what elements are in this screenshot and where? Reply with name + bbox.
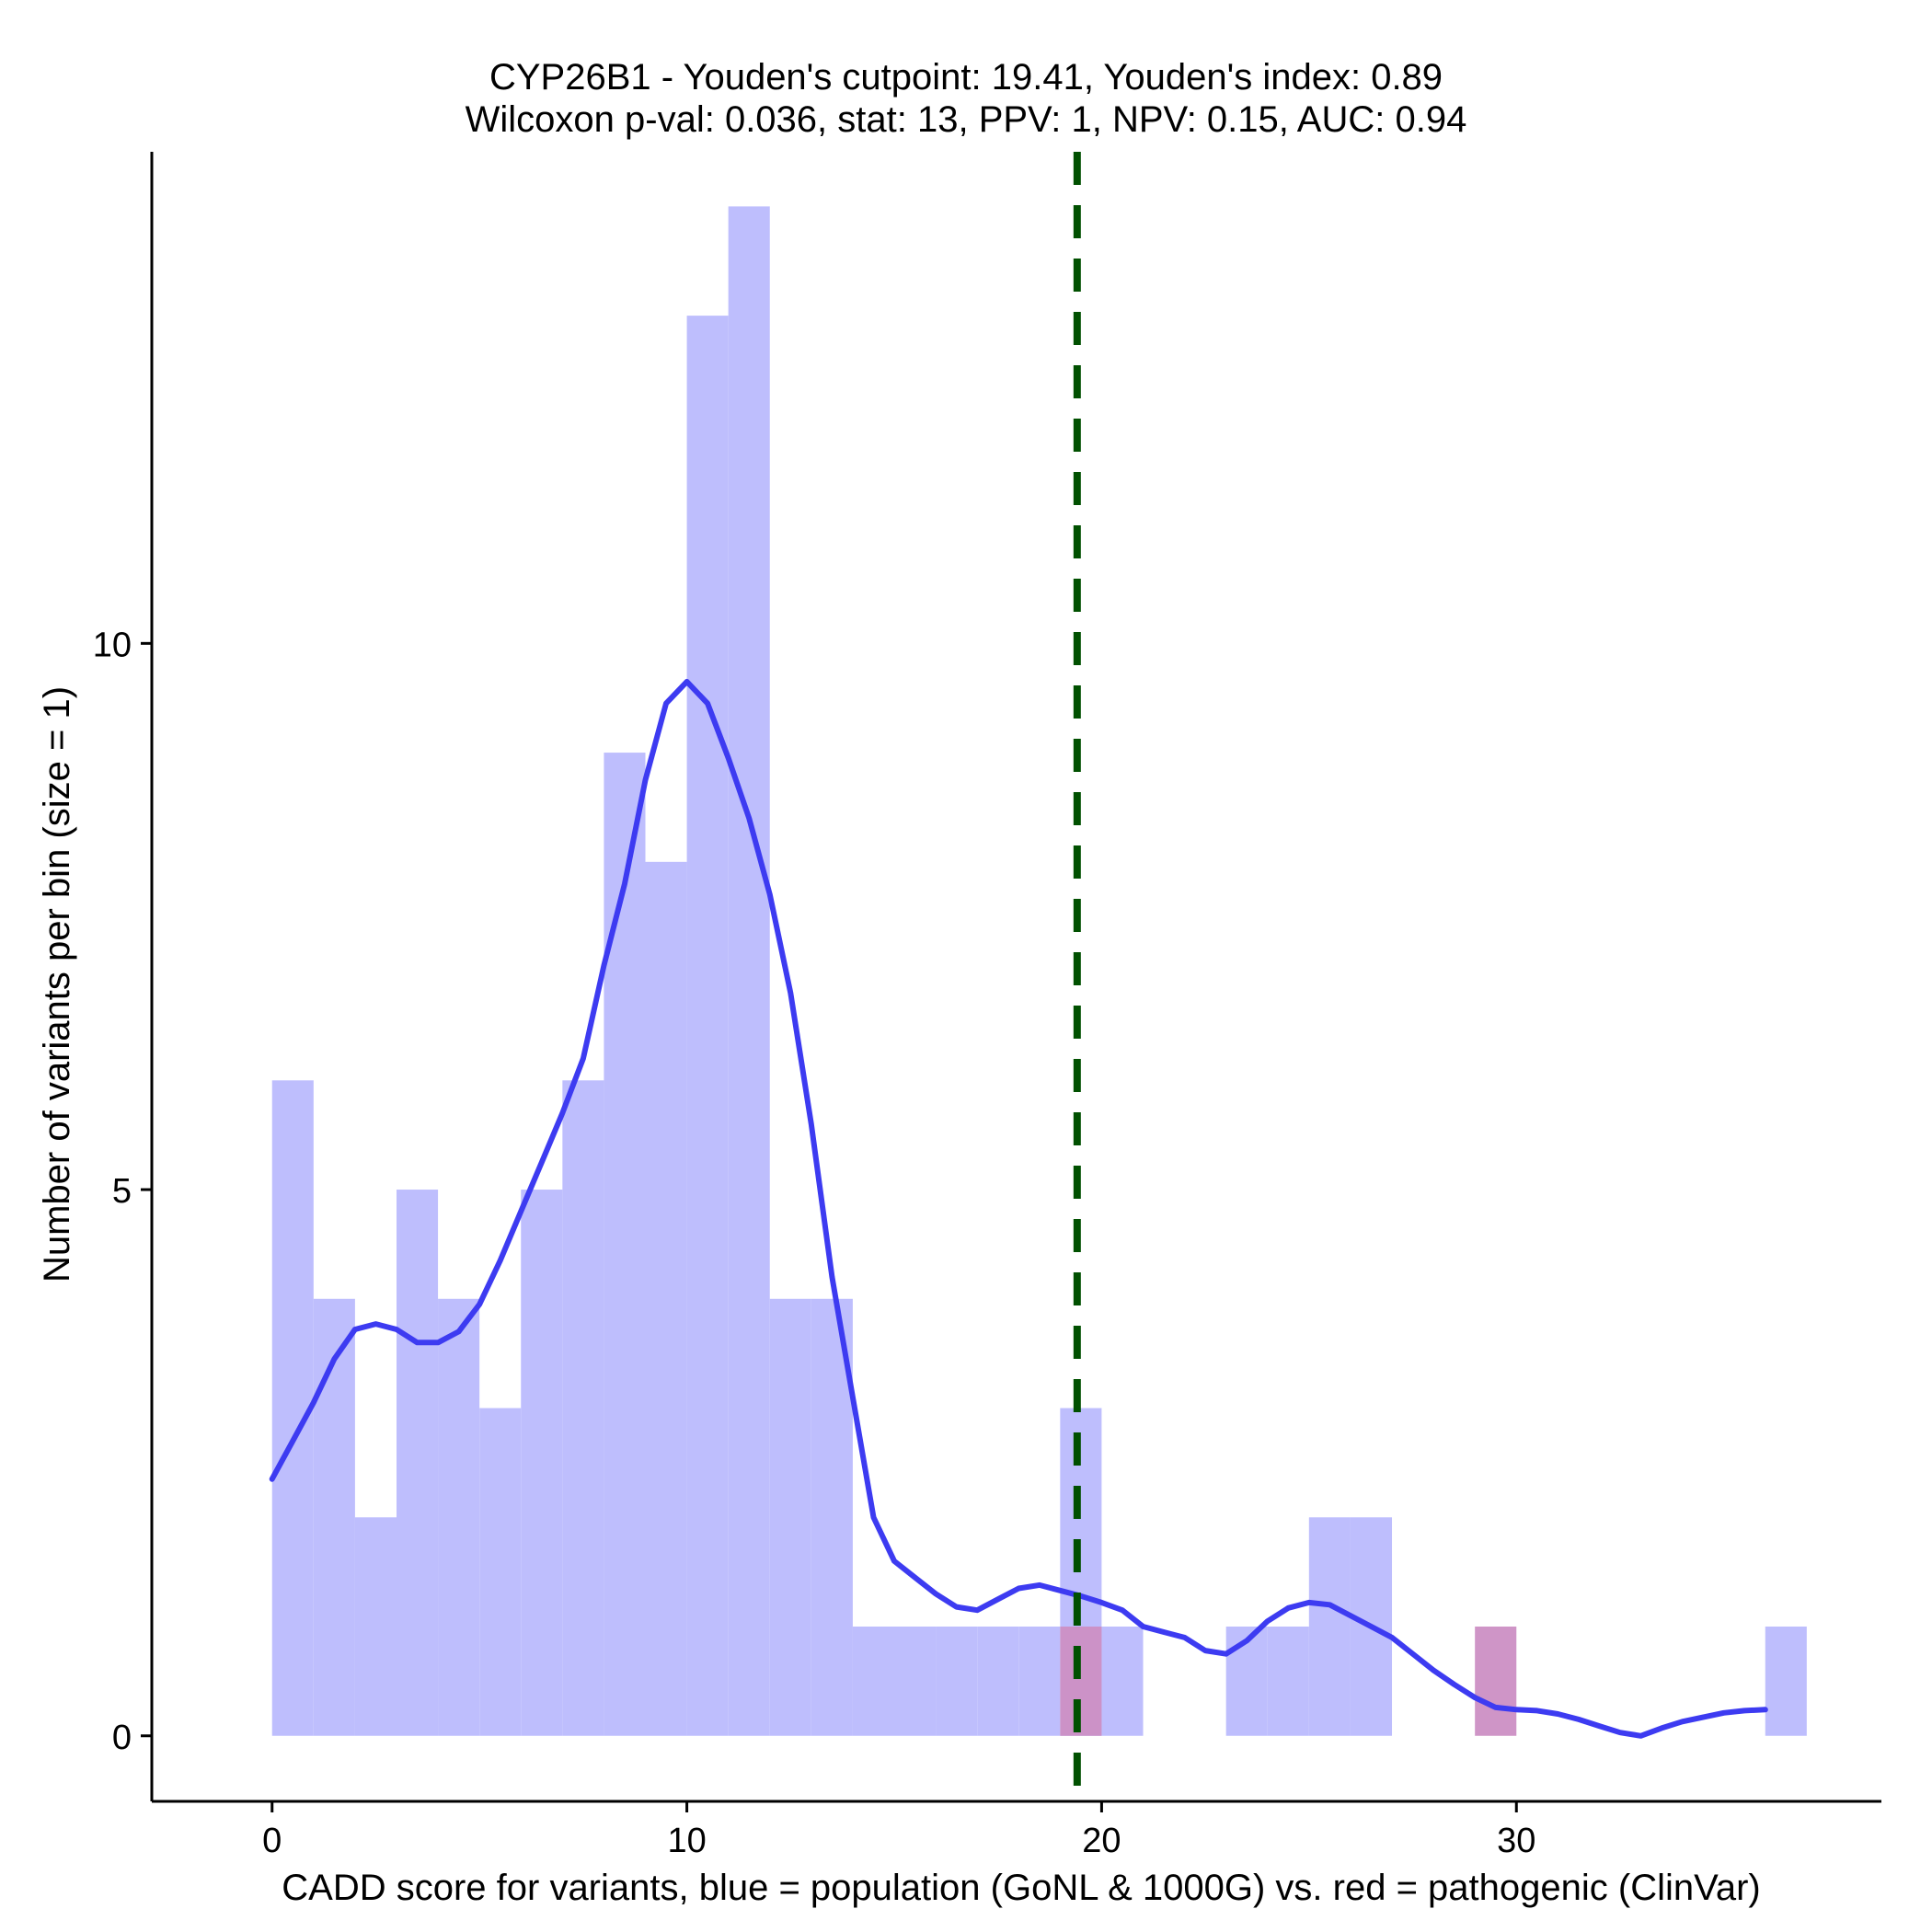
population-bar-23 — [1225, 1627, 1268, 1736]
pathogenic-bar-19 — [1060, 1627, 1102, 1736]
pathogenic-bar-29 — [1475, 1627, 1517, 1736]
population-bar-25 — [1308, 1517, 1351, 1736]
population-bar-14 — [852, 1627, 895, 1736]
density-curve — [269, 678, 1768, 1739]
population-bar-24 — [1267, 1627, 1309, 1736]
population-bar-6 — [521, 1190, 563, 1736]
population-bar-1 — [313, 1298, 355, 1736]
population-bar-12 — [769, 1298, 811, 1736]
chart-title-line-2: Wilcoxon p-val: 0.036, stat: 13, PPV: 1,… — [465, 99, 1467, 140]
x-tick-label-10: 10 — [667, 1822, 706, 1860]
population-bar-18 — [1018, 1627, 1061, 1736]
population-bar-0 — [271, 1080, 314, 1736]
axes: 0 10 20 30 0 5 10 — [93, 152, 1881, 1860]
x-axis-label: CADD score for variants, blue = populati… — [282, 1868, 1760, 1908]
population-bar-3 — [396, 1190, 439, 1736]
chart-title-line-1: CYP26B1 - Youden's cutpoint: 19.41, Youd… — [489, 57, 1443, 98]
population-bar-11 — [728, 206, 770, 1736]
population-bar-20 — [1101, 1627, 1144, 1736]
x-tick-label-0: 0 — [262, 1822, 282, 1860]
population-bar-36 — [1765, 1627, 1807, 1736]
population-bar-17 — [977, 1627, 1019, 1736]
population-bar-2 — [354, 1517, 397, 1736]
population-bar-4 — [438, 1298, 480, 1736]
y-tick-label-10: 10 — [93, 626, 132, 664]
population-bar-9 — [645, 861, 687, 1736]
y-tick-label-0: 0 — [112, 1719, 132, 1757]
x-tick-label-20: 20 — [1082, 1822, 1121, 1860]
population-bar-7 — [562, 1080, 604, 1736]
y-axis-label: Number of variants per bin (size = 1) — [37, 686, 77, 1282]
density-curve-layer — [269, 678, 1768, 1739]
y-tick-label-5: 5 — [112, 1172, 132, 1211]
population-bar-8 — [604, 753, 646, 1736]
x-tick-label-30: 30 — [1497, 1822, 1535, 1860]
population-bar-5 — [479, 1408, 522, 1736]
histogram-bars — [271, 206, 1807, 1736]
population-bar-10 — [686, 316, 729, 1736]
population-bar-15 — [894, 1627, 937, 1736]
population-bar-16 — [936, 1627, 978, 1736]
